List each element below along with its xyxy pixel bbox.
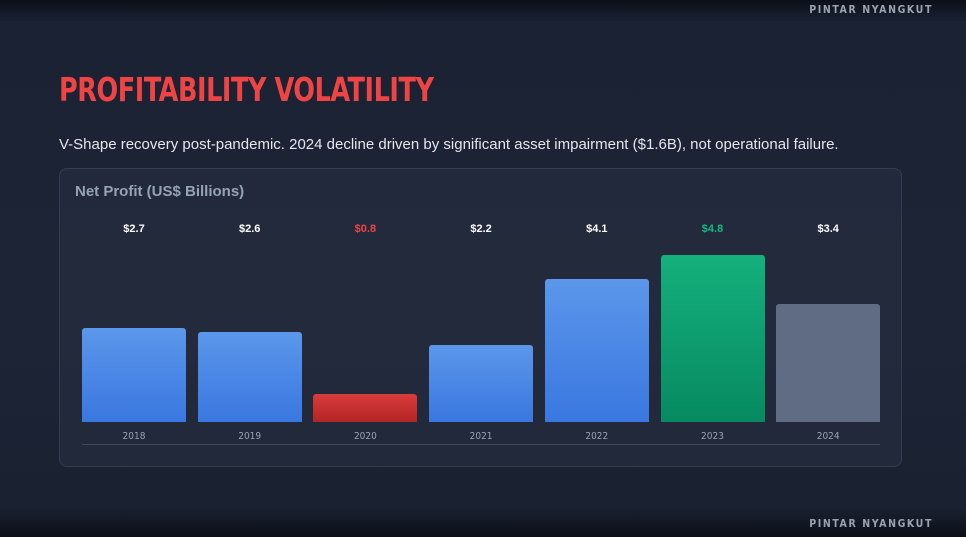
value-label-2019: $2.6 xyxy=(238,223,261,235)
value-label-2024: $3.4 xyxy=(817,223,839,235)
page-subtitle: V-Shape recovery post-pandemic. 2024 dec… xyxy=(59,136,839,153)
x-tick-label-2022: 2022 xyxy=(585,431,609,442)
chart-card: Net Profit (US$ Billions) $2.7 2018 $2.6 20… xyxy=(59,168,902,467)
value-label-2022: $4.1 xyxy=(586,223,608,235)
value-label-2020: $0.8 xyxy=(354,223,377,235)
chart-title: Net Profit (US$ Billions) xyxy=(75,183,245,200)
bar-2022 xyxy=(544,279,649,422)
x-tick-label-2024: 2024 xyxy=(816,431,840,442)
top-bar xyxy=(0,0,966,22)
bar-2024 xyxy=(776,303,881,422)
value-label-2018: $2.7 xyxy=(123,223,145,235)
brand-label-bottom: PINTAR NYANGKUT xyxy=(809,518,933,530)
bar-2021 xyxy=(429,345,534,422)
bar-2018 xyxy=(82,328,186,422)
x-tick-label-2021: 2021 xyxy=(469,431,493,442)
x-tick-label-2023: 2023 xyxy=(701,431,724,442)
x-tick-label-2018: 2018 xyxy=(122,431,146,442)
bar-2019 xyxy=(197,331,302,422)
value-label-2023: $4.8 xyxy=(701,223,724,235)
x-tick-label-2020: 2020 xyxy=(353,431,377,442)
x-tick-label-2019: 2019 xyxy=(238,431,262,442)
bar-2023 xyxy=(660,254,765,422)
brand-label-top: PINTAR NYANGKUT xyxy=(809,4,933,16)
bar-2020 xyxy=(313,394,418,422)
bottom-bar xyxy=(0,507,966,537)
page-title: PROFITABILITY VOLATILITY xyxy=(59,70,434,109)
value-label-2021: $2.2 xyxy=(470,223,492,235)
x-axis-line xyxy=(82,444,880,445)
